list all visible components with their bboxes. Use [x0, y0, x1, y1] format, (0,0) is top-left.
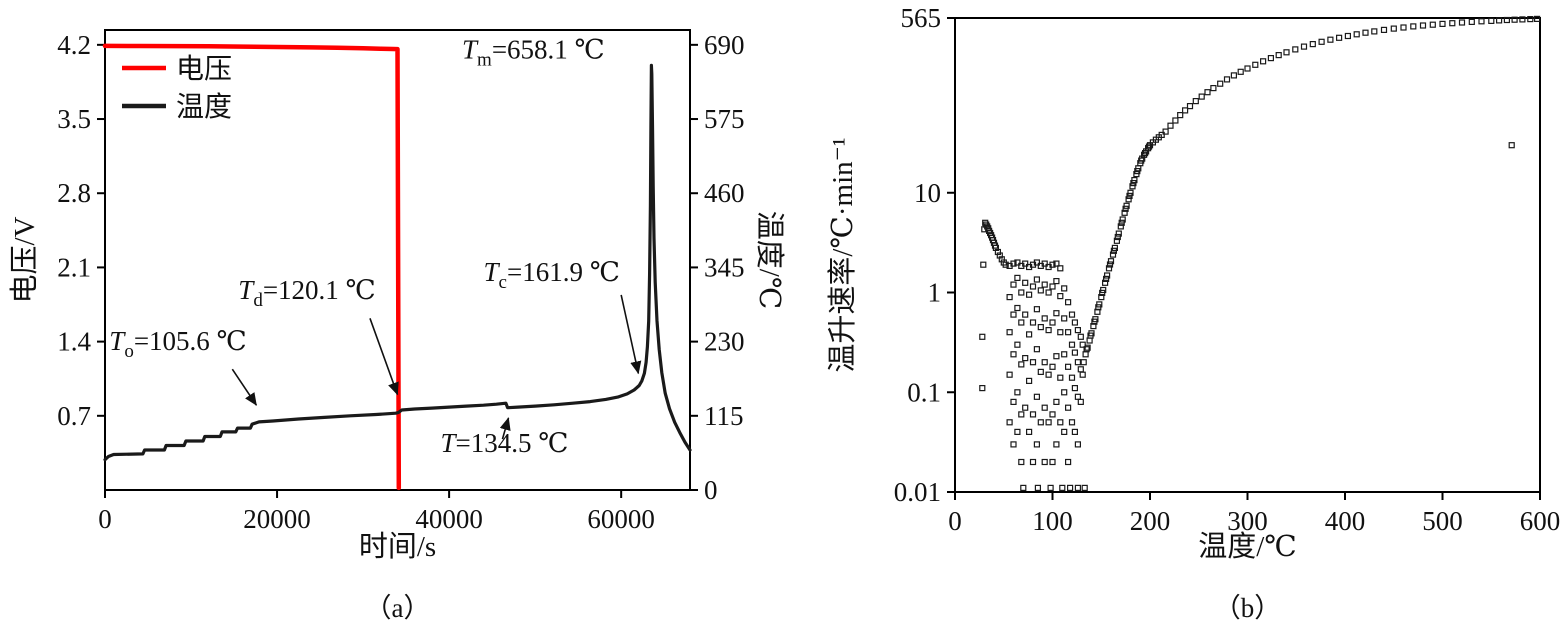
- svg-text:温度/℃: 温度/℃: [753, 211, 786, 310]
- svg-text:460: 460: [704, 178, 745, 208]
- svg-text:电压: 电压: [176, 53, 232, 85]
- svg-text:565: 565: [901, 3, 942, 33]
- svg-text:0: 0: [704, 475, 718, 505]
- svg-text:To=105.6 ℃: To=105.6 ℃: [109, 326, 246, 362]
- svg-text:1.4: 1.4: [57, 327, 91, 357]
- panel-a-plot: 0 20000 40000 60000 0.7 1.4 2.1 2.8 3.5 4.2 0 115 23…: [8, 29, 786, 563]
- svg-text:200: 200: [1130, 506, 1171, 536]
- panel-b: 0 100 200 300 400 500 600 0.01 0.1 1 10 565 温度/℃ 温升速率…: [790, 0, 1567, 631]
- svg-text:2.1: 2.1: [57, 252, 91, 282]
- svg-text:600: 600: [1520, 506, 1561, 536]
- svg-text:电压/V: 电压/V: [8, 216, 41, 303]
- svg-text:115: 115: [704, 401, 744, 431]
- svg-text:温升速率/℃·min⁻¹: 温升速率/℃·min⁻¹: [826, 137, 859, 372]
- svg-text:T=134.5 ℃: T=134.5 ℃: [441, 428, 569, 458]
- svg-text:690: 690: [704, 30, 745, 60]
- svg-text:400: 400: [1325, 506, 1366, 536]
- svg-text:1: 1: [928, 278, 942, 308]
- svg-text:温度: 温度: [176, 91, 232, 123]
- panel-a: 0 20000 40000 60000 0.7 1.4 2.1 2.8 3.5 4.2 0 115 23…: [8, 29, 786, 623]
- svg-text:Tc=161.9 ℃: Tc=161.9 ℃: [484, 257, 620, 293]
- svg-text:温度/℃: 温度/℃: [1198, 530, 1297, 563]
- svg-text:0.7: 0.7: [57, 401, 91, 431]
- svg-text:40000: 40000: [415, 504, 483, 534]
- svg-text:4.2: 4.2: [57, 30, 91, 60]
- svg-text:时间/s: 时间/s: [359, 530, 436, 563]
- svg-text:0: 0: [948, 506, 962, 536]
- panel-a-caption: （a）: [364, 593, 431, 623]
- svg-text:60000: 60000: [587, 504, 655, 534]
- svg-text:20000: 20000: [243, 504, 311, 534]
- panel-b-plot: 0 100 200 300 400 500 600 0.01 0.1 1 10 565 温度/℃ 温升速率…: [826, 3, 1561, 563]
- svg-text:0.1: 0.1: [907, 377, 941, 407]
- svg-text:230: 230: [704, 327, 745, 357]
- svg-text:Td=120.1 ℃: Td=120.1 ℃: [238, 275, 375, 311]
- svg-text:300: 300: [1227, 506, 1268, 536]
- svg-text:0.01: 0.01: [894, 477, 941, 507]
- svg-text:3.5: 3.5: [57, 104, 91, 134]
- svg-text:575: 575: [704, 104, 745, 134]
- svg-text:10: 10: [914, 178, 941, 208]
- svg-text:2.8: 2.8: [57, 178, 91, 208]
- panel-b-caption: （b）: [1213, 593, 1282, 623]
- svg-text:500: 500: [1422, 506, 1463, 536]
- svg-text:0: 0: [98, 504, 112, 534]
- svg-text:100: 100: [1032, 506, 1073, 536]
- svg-text:Tm=658.1 ℃: Tm=658.1 ℃: [462, 35, 605, 71]
- svg-text:345: 345: [704, 252, 745, 282]
